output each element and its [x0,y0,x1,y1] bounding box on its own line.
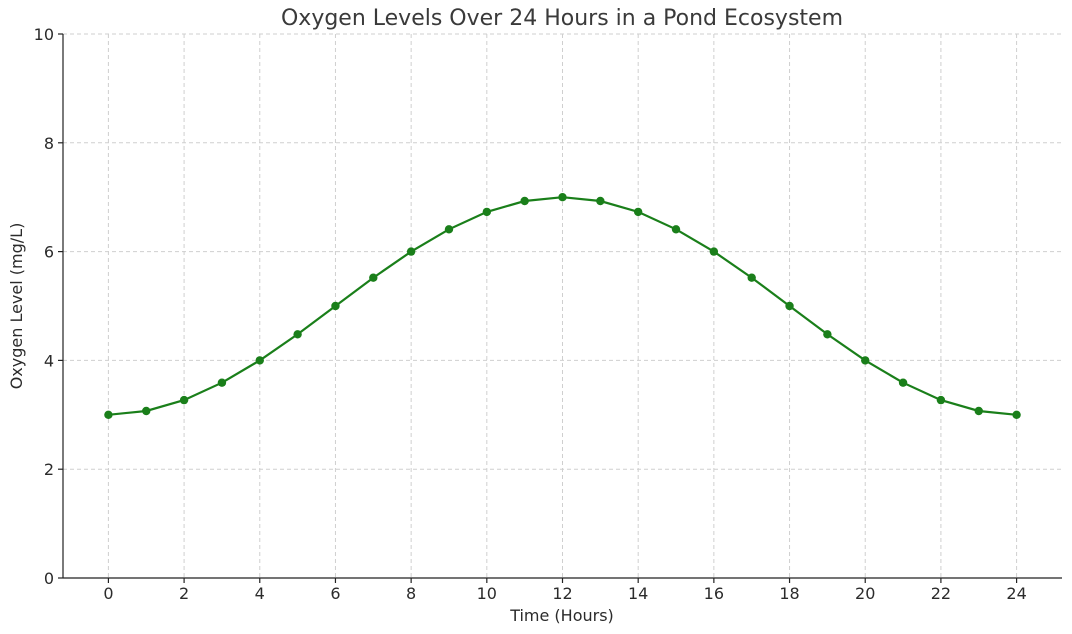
series-line [108,196,1017,416]
data-point [482,207,492,217]
x-tick-label: 22 [931,584,951,603]
data-point [217,378,227,387]
x-tick-label: 4 [255,584,265,603]
y-tick-label: 10 [34,25,54,44]
data-point [520,196,529,206]
x-tick-label: 16 [704,584,724,603]
data-point [785,301,794,311]
data-point [861,356,870,365]
grid [63,33,1062,579]
data-point [671,225,681,234]
data-point [558,193,567,202]
x-tick-label: 10 [477,584,497,603]
y-tick-label: 2 [44,460,54,479]
data-point [709,247,719,256]
x-tick-label: 20 [855,584,875,603]
x-tick-label: 18 [779,584,799,603]
data-point [369,273,378,282]
data-point [444,225,454,234]
y-tick-label: 6 [44,243,54,262]
data-point [293,330,302,339]
data-point [747,273,756,282]
x-tick-label: 24 [1006,584,1026,603]
y-axis-label: Oxygen Level (mg/L) [7,223,26,390]
data-point [1012,410,1021,419]
x-tick-label: 8 [406,584,416,603]
data-point [596,196,605,206]
data-point [936,395,946,405]
data-point [255,356,264,365]
data-point [179,395,189,405]
data-point [633,207,643,217]
x-tick-label: 0 [103,584,113,603]
data-point [974,406,983,416]
chart-title: Oxygen Levels Over 24 Hours in a Pond Ec… [281,6,843,31]
data-point [331,301,340,311]
data-point [104,410,113,419]
y-tick-label: 0 [44,569,54,588]
data-point [142,406,151,416]
x-tick-label: 14 [628,584,648,603]
x-tick-label: 12 [552,584,572,603]
data-point [898,378,908,387]
data-point [823,330,832,339]
y-tick-label: 4 [44,351,54,370]
y-tick-label: 8 [44,134,54,153]
x-axis-label: Time (Hours) [509,606,614,625]
data-point [406,247,416,256]
series [104,193,1021,419]
x-tick-label: 2 [179,584,189,603]
x-tick-label: 6 [330,584,340,603]
